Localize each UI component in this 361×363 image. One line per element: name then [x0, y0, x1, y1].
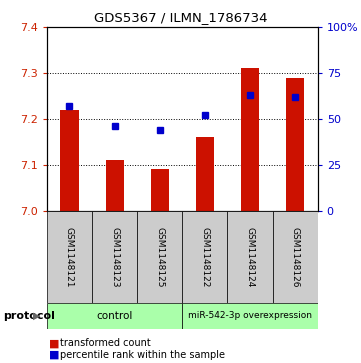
- Bar: [137, 211, 182, 303]
- Bar: [241, 69, 259, 211]
- Bar: [61, 110, 79, 211]
- Text: GSM1148125: GSM1148125: [155, 227, 164, 287]
- Text: GSM1148124: GSM1148124: [245, 227, 255, 287]
- Bar: [182, 303, 318, 329]
- Bar: [196, 137, 214, 211]
- Bar: [273, 211, 318, 303]
- Bar: [151, 169, 169, 211]
- Bar: [182, 211, 227, 303]
- Bar: [227, 211, 273, 303]
- Text: protocol: protocol: [4, 311, 56, 321]
- Text: ■: ■: [49, 350, 59, 360]
- Text: GSM1148126: GSM1148126: [291, 227, 300, 287]
- Text: GSM1148122: GSM1148122: [200, 227, 209, 287]
- Text: GSM1148123: GSM1148123: [110, 227, 119, 287]
- Bar: [92, 211, 137, 303]
- Bar: [47, 211, 92, 303]
- Text: ■: ■: [49, 338, 59, 348]
- Bar: [105, 160, 123, 211]
- Text: miR-542-3p overexpression: miR-542-3p overexpression: [188, 311, 312, 320]
- Bar: [47, 303, 182, 329]
- Text: ▶: ▶: [33, 311, 41, 321]
- Text: control: control: [96, 311, 133, 321]
- Text: percentile rank within the sample: percentile rank within the sample: [60, 350, 225, 360]
- Text: GSM1148121: GSM1148121: [65, 227, 74, 287]
- Text: GDS5367 / ILMN_1786734: GDS5367 / ILMN_1786734: [94, 11, 267, 24]
- Text: transformed count: transformed count: [60, 338, 150, 348]
- Bar: [286, 78, 304, 211]
